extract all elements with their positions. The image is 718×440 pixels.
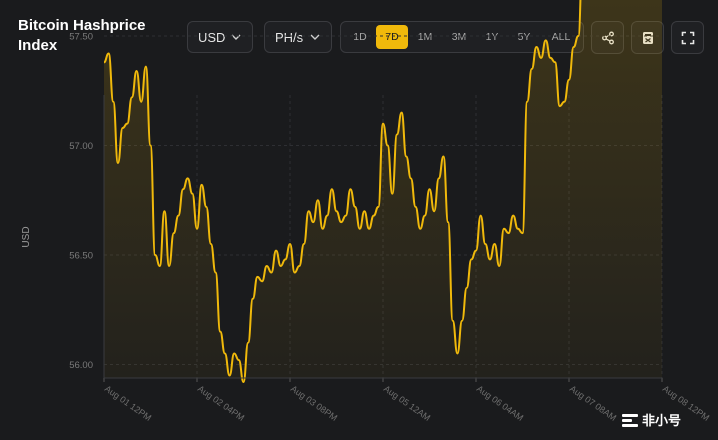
page-title: Bitcoin Hashprice Index bbox=[18, 17, 146, 54]
series-area bbox=[104, 0, 662, 383]
watermark-logo-icon bbox=[622, 413, 638, 427]
x-tick-label: Aug 06 04AM bbox=[475, 383, 525, 422]
x-tick-label: Aug 05 12AM bbox=[382, 383, 432, 422]
range-1d-button[interactable]: 1D bbox=[353, 31, 367, 43]
unit-dropdown[interactable]: PH/s bbox=[264, 21, 332, 53]
currency-value: USD bbox=[198, 29, 226, 45]
x-tick-label: Aug 02 04PM bbox=[196, 383, 246, 422]
x-tick-label: Aug 01 12PM bbox=[103, 383, 153, 422]
currency-dropdown[interactable]: USD bbox=[187, 21, 253, 53]
watermark-text: 非小号 bbox=[642, 413, 682, 428]
range-1m-button[interactable]: 1M bbox=[417, 31, 433, 43]
range-3m-button[interactable]: 3M bbox=[451, 31, 467, 43]
y-axis-label: USD bbox=[21, 226, 32, 247]
y-tick-label: 57.00 bbox=[69, 141, 93, 152]
watermark: 非小号 bbox=[622, 410, 681, 429]
unit-value: PH/s bbox=[275, 29, 304, 45]
range-7d-button[interactable]: 7D bbox=[376, 25, 408, 49]
y-tick-label: 56.50 bbox=[69, 251, 93, 262]
chevron-down-icon bbox=[310, 34, 320, 40]
y-tick-label: 56.00 bbox=[69, 360, 93, 371]
series-line bbox=[103, 0, 582, 384]
range-1y-button[interactable]: 1Y bbox=[485, 31, 499, 43]
x-tick-label: Aug 03 08PM bbox=[289, 383, 339, 422]
range-5y-button[interactable]: 5Y bbox=[517, 31, 531, 43]
x-tick-label: Aug 07 08AM bbox=[568, 383, 618, 422]
fullscreen-button[interactable] bbox=[671, 21, 704, 54]
y-tick-label: 57.50 bbox=[69, 32, 93, 43]
range-all-button[interactable]: ALL bbox=[551, 31, 571, 43]
fullscreen-icon bbox=[681, 31, 694, 44]
